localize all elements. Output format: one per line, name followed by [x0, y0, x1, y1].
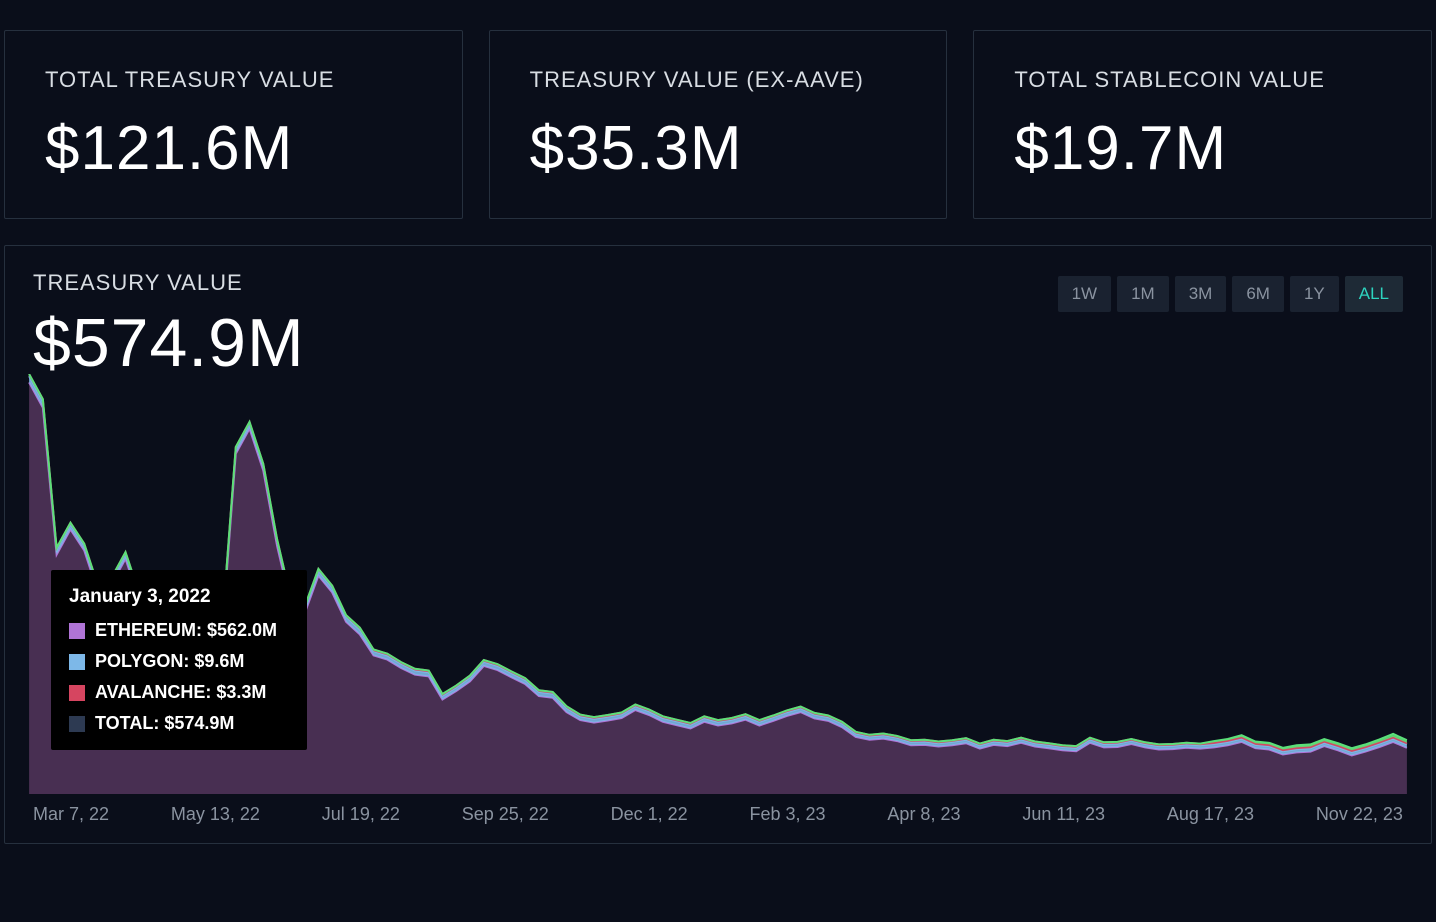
chart-title: TREASURY VALUE [33, 270, 305, 296]
chart-tooltip: January 3, 2022 ETHEREUM: $562.0M POLYGON… [51, 570, 307, 750]
tooltip-label: POLYGON: $9.6M [95, 651, 244, 672]
tooltip-label: AVALANCHE: $3.3M [95, 682, 266, 703]
tooltip-swatch [69, 654, 85, 670]
x-tick: Feb 3, 23 [750, 804, 826, 825]
range-btn-1w[interactable]: 1W [1058, 276, 1112, 312]
tooltip-swatch [69, 716, 85, 732]
range-btn-1y[interactable]: 1Y [1290, 276, 1339, 312]
chart-title-block: TREASURY VALUE $574.9M [33, 270, 305, 382]
tooltip-row: ETHEREUM: $562.0M [69, 620, 289, 641]
range-btn-all[interactable]: ALL [1345, 276, 1403, 312]
chart-current-value: $574.9M [33, 304, 305, 382]
stat-label: TREASURY VALUE (EX-AAVE) [530, 67, 907, 93]
stat-label: TOTAL STABLECOIN VALUE [1014, 67, 1391, 93]
x-tick: May 13, 22 [171, 804, 260, 825]
tooltip-row: TOTAL: $574.9M [69, 713, 289, 734]
chart-header: TREASURY VALUE $574.9M 1W1M3M6M1YALL [5, 270, 1431, 382]
stats-row: TOTAL TREASURY VALUE $121.6M TREASURY VA… [0, 30, 1436, 219]
x-tick: Aug 17, 23 [1167, 804, 1254, 825]
x-tick: Nov 22, 23 [1316, 804, 1403, 825]
x-tick: Apr 8, 23 [887, 804, 960, 825]
chart-card: TREASURY VALUE $574.9M 1W1M3M6M1YALL Jan… [4, 245, 1432, 844]
stat-label: TOTAL TREASURY VALUE [45, 67, 422, 93]
stat-card-ex-aave: TREASURY VALUE (EX-AAVE) $35.3M [489, 30, 948, 219]
range-btn-6m[interactable]: 6M [1232, 276, 1284, 312]
tooltip-row: POLYGON: $9.6M [69, 651, 289, 672]
stat-card-total-treasury: TOTAL TREASURY VALUE $121.6M [4, 30, 463, 219]
tooltip-label: TOTAL: $574.9M [95, 713, 234, 734]
range-btn-1m[interactable]: 1M [1117, 276, 1169, 312]
range-buttons: 1W1M3M6M1YALL [1058, 276, 1403, 312]
tooltip-row: AVALANCHE: $3.3M [69, 682, 289, 703]
x-tick: Mar 7, 22 [33, 804, 109, 825]
tooltip-swatch [69, 623, 85, 639]
x-tick: Jun 11, 23 [1022, 804, 1105, 825]
stat-value: $35.3M [530, 113, 907, 184]
chart-area[interactable]: January 3, 2022 ETHEREUM: $562.0M POLYGON… [5, 374, 1431, 794]
stat-value: $121.6M [45, 113, 422, 184]
range-btn-3m[interactable]: 3M [1175, 276, 1227, 312]
x-axis: Mar 7, 22 May 13, 22 Jul 19, 22 Sep 25, 22 D… [5, 794, 1431, 825]
tooltip-date: January 3, 2022 [69, 586, 289, 608]
tooltip-swatch [69, 685, 85, 701]
x-tick: Jul 19, 22 [322, 804, 400, 825]
x-tick: Dec 1, 22 [611, 804, 688, 825]
stat-card-stablecoin: TOTAL STABLECOIN VALUE $19.7M [973, 30, 1432, 219]
tooltip-label: ETHEREUM: $562.0M [95, 620, 277, 641]
x-tick: Sep 25, 22 [462, 804, 549, 825]
stat-value: $19.7M [1014, 113, 1391, 184]
